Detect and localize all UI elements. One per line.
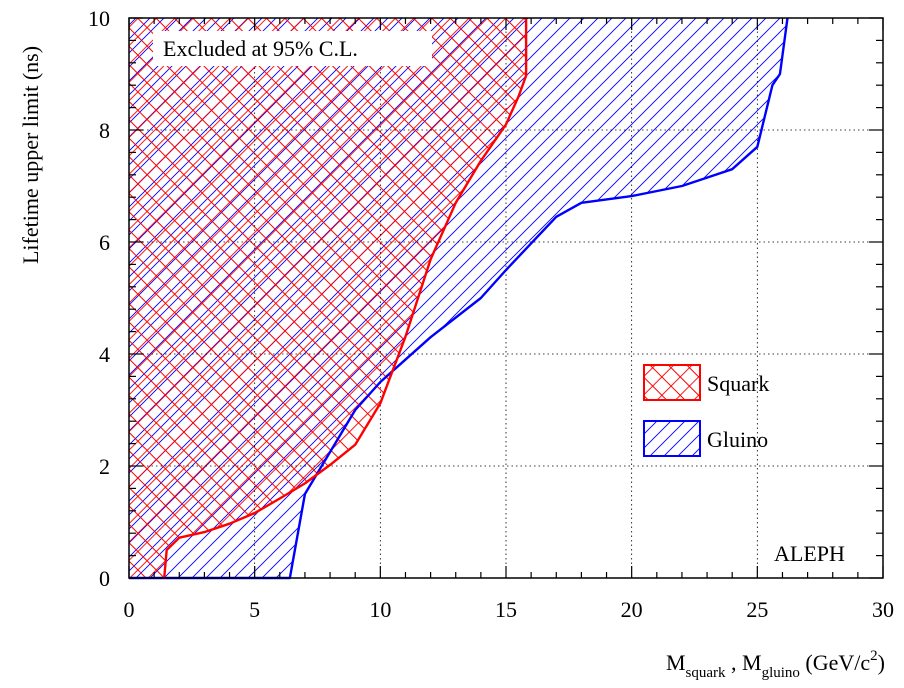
x-tick-label: 25 (746, 597, 768, 622)
legend-item-squark: Squark (643, 364, 769, 401)
legend-swatch-squark (643, 364, 701, 401)
x-tick-label: 0 (124, 597, 135, 622)
legend-item-gluino: Gluino (643, 420, 768, 457)
legend-label-gluino: Gluino (707, 427, 768, 452)
y-tick-label: 10 (88, 6, 110, 31)
y-tick-label: 2 (99, 454, 110, 479)
boundary-line-gluino (129, 17, 789, 580)
y-axis-label: Lifetime upper limit (ns) (18, 46, 43, 264)
x-tick-label: 10 (369, 597, 391, 622)
experiment-label-group: ALEPH (766, 535, 876, 571)
legend-label-squark: Squark (707, 371, 769, 396)
annotation-background (153, 31, 432, 66)
x-axis-label: Msquark , Mgluino (GeV/c2) (666, 648, 885, 681)
experiment-label: ALEPH (774, 541, 845, 566)
y-tick-label: 8 (99, 118, 110, 143)
x-tick-label: 30 (872, 597, 894, 622)
annotation-text: Excluded at 95% C.L. (163, 36, 358, 61)
exclusion-annotation: Excluded at 95% C.L. (153, 31, 432, 66)
excluded-region-squark (129, 18, 527, 578)
x-tick-label: 15 (495, 597, 517, 622)
legend: Squark Gluino (643, 364, 769, 457)
y-tick-label: 0 (99, 566, 110, 591)
x-tick-label: 5 (249, 597, 260, 622)
plot-area (128, 17, 884, 580)
x-tick-label: 20 (621, 597, 643, 622)
y-tick-label: 4 (99, 342, 110, 367)
legend-swatch-gluino (643, 420, 701, 457)
y-tick-label: 6 (99, 230, 110, 255)
boundary-line-squark (162, 18, 528, 579)
